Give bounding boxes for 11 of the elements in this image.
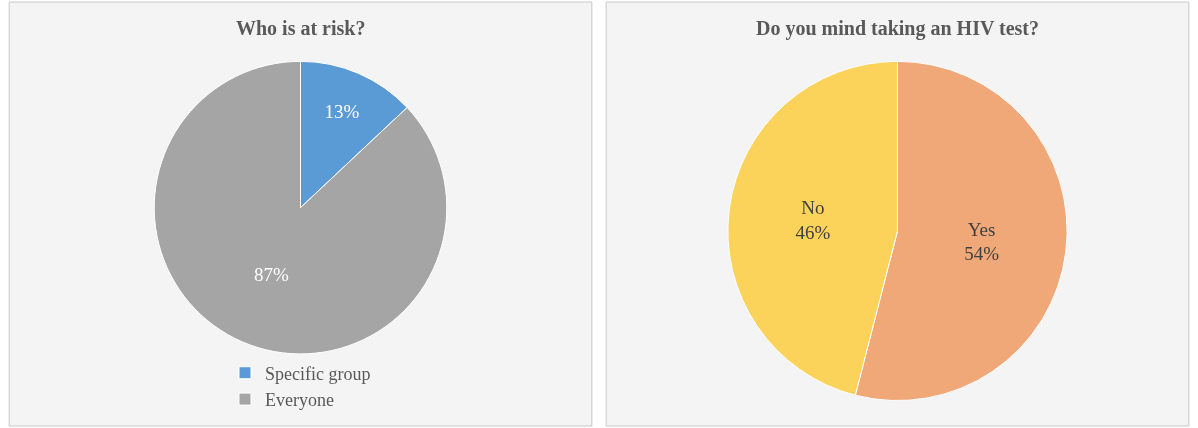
chart-title: Who is at risk? (236, 17, 366, 39)
legend-label: Everyone (265, 390, 334, 411)
chart-title: Do you mind taking an HIV test? (756, 17, 1040, 40)
pie-slice (153, 60, 448, 355)
slice-label: Yes (967, 218, 996, 240)
data-label: 54% (964, 243, 1000, 265)
data-label: 87% (253, 264, 289, 286)
data-label: 13% (324, 101, 360, 123)
slice-label: No (801, 197, 825, 219)
data-label: 46% (795, 222, 831, 244)
legend-label: Specific group (265, 363, 371, 384)
